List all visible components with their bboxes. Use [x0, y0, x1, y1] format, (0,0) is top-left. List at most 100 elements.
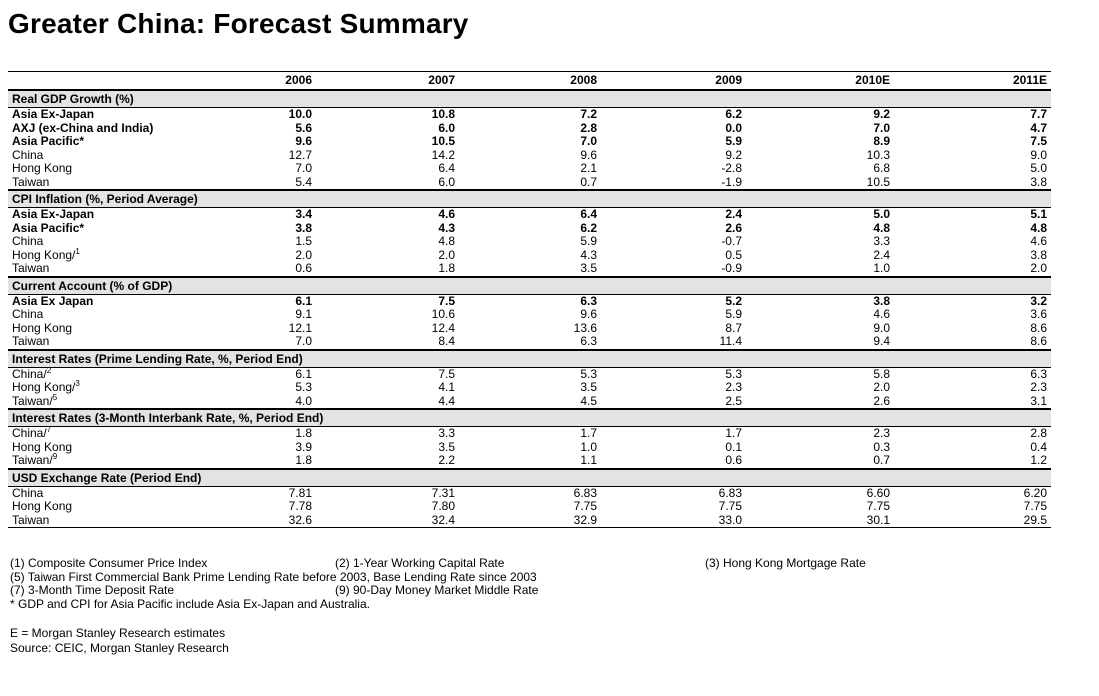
row-value: 12.4 [431, 320, 455, 335]
row-value: 30.1 [866, 512, 890, 527]
row-value: 3.5 [580, 380, 597, 394]
row-value: 7.80 [431, 499, 455, 513]
row-value: 10.6 [431, 307, 455, 321]
row-value: 2.0 [873, 380, 890, 394]
row-value: 2.0 [438, 247, 455, 262]
row-value: 32.9 [573, 512, 597, 527]
section-header: Current Account (% of GDP) [8, 275, 1051, 295]
table-row: Taiwan/9 1.8 2.2 1.1 0.6 0.7 1.2 [8, 453, 1051, 469]
row-value: 5.2 [725, 293, 742, 308]
row-value: 6.0 [438, 120, 455, 135]
row-label: Hong Kong [12, 320, 73, 335]
row-value: 6.2 [580, 220, 597, 235]
row-value: 3.8 [1030, 247, 1047, 262]
row-value: 7.75 [1023, 499, 1047, 513]
footnote: (1) Composite Consumer Price Index [10, 556, 208, 570]
row-value: 5.3 [295, 380, 312, 394]
row-value: 9.0 [873, 320, 890, 335]
row-value: 6.83 [573, 485, 597, 500]
table-row: China 12.7 14.2 9.6 9.2 10.3 9.0 [8, 147, 1051, 163]
row-value: 0.7 [873, 453, 890, 467]
row-value: 3.3 [873, 234, 890, 248]
row-value: 10.5 [431, 134, 455, 148]
row-value: 4.3 [580, 247, 597, 262]
table-row: Taiwan 5.4 6.0 0.7 -1.9 10.5 3.8 [8, 174, 1051, 191]
row-value: 2.3 [725, 380, 742, 394]
row-value: 3.8 [1030, 174, 1047, 189]
row-value: 8.7 [725, 320, 742, 335]
row-value: 3.2 [1030, 293, 1047, 308]
row-value: 4.4 [438, 393, 455, 408]
row-value: 2.6 [725, 220, 742, 235]
row-value: 7.81 [288, 485, 312, 500]
footnote-marker: 5 [52, 392, 58, 402]
row-value: 1.8 [295, 453, 312, 467]
row-label: Asia Pacific* [12, 134, 85, 148]
row-value: 5.0 [873, 207, 890, 221]
row-value: 7.7 [1030, 107, 1047, 121]
section-header-row: Current Account (% of GDP) [8, 275, 1051, 295]
section-header: USD Exchange Rate (Period End) [8, 467, 1051, 487]
row-value: 2.3 [1030, 380, 1047, 394]
row-value: 3.5 [438, 439, 455, 454]
row-value: 6.8 [873, 161, 890, 175]
row-label: Taiwan/5 [12, 392, 58, 408]
row-value: 4.8 [1030, 220, 1047, 235]
row-value: 0.3 [873, 439, 890, 454]
row-value: 10.5 [866, 174, 890, 189]
row-label: Hong Kong [12, 499, 73, 513]
row-value: 9.6 [580, 307, 597, 321]
row-value: 4.3 [438, 220, 455, 235]
row-value: 2.5 [725, 393, 742, 408]
year-column-header: 2011E [1012, 73, 1047, 87]
row-label: China [12, 234, 44, 248]
table-row: China 9.1 10.6 9.6 5.9 4.6 3.6 [8, 307, 1051, 322]
row-value: 9.2 [725, 147, 742, 162]
row-value: -0.7 [721, 234, 742, 248]
row-value: 7.75 [866, 499, 890, 513]
row-value: 4.6 [873, 307, 890, 321]
row-value: 1.1 [580, 453, 597, 467]
table-row: Asia Ex-Japan 10.0 10.8 7.2 6.2 9.2 7.7 [8, 107, 1051, 122]
row-value: 2.4 [725, 207, 742, 221]
row-value: 1.8 [295, 426, 312, 440]
row-value: 5.6 [295, 120, 312, 135]
row-value: 11.4 [719, 334, 742, 348]
row-value: 2.4 [873, 247, 890, 262]
row-value: 7.5 [1030, 134, 1047, 148]
section-header: Interest Rates (Prime Lending Rate, %, P… [8, 348, 1051, 368]
row-value: 1.0 [873, 261, 890, 275]
section-header: CPI Inflation (%, Period Average) [8, 189, 1051, 208]
row-value: 7.75 [718, 499, 742, 513]
row-value: 4.6 [438, 207, 455, 221]
row-label-header [8, 72, 198, 91]
row-value: 7.75 [573, 499, 597, 513]
row-value: 6.20 [1023, 485, 1047, 500]
row-value: 33.0 [718, 512, 742, 527]
footnotes-block: (1) Composite Consumer Price Index (2) 1-… [10, 556, 866, 611]
row-value: 1.7 [580, 426, 597, 440]
row-value: 10.0 [288, 107, 312, 121]
row-value: 5.3 [580, 366, 597, 381]
row-value: 32.6 [288, 512, 312, 527]
table-row: China 7.81 7.31 6.83 6.83 6.60 6.20 [8, 486, 1051, 500]
row-value: 5.4 [295, 174, 312, 189]
footnote-line: (7) 3-Month Time Deposit Rate (9) 90-Day … [10, 583, 866, 598]
row-value: 3.6 [1030, 307, 1047, 321]
row-value: 9.1 [295, 307, 312, 321]
row-label: Hong Kong/3 [12, 379, 80, 394]
footnote-line: (1) Composite Consumer Price Index (2) 1-… [10, 556, 866, 571]
row-value: 32.4 [431, 512, 455, 527]
row-value: 9.2 [873, 107, 890, 121]
footnote-marker: 7 [46, 425, 52, 434]
footnote: (7) 3-Month Time Deposit Rate [10, 583, 175, 597]
row-value: 0.4 [1030, 439, 1047, 454]
row-value: 4.7 [1030, 120, 1047, 135]
year-column-header: 2006 [285, 73, 312, 87]
row-value: 13.6 [573, 320, 597, 335]
row-label: Asia Pacific* [12, 220, 85, 235]
row-value: 3.1 [1030, 393, 1047, 408]
row-value: 9.6 [295, 134, 312, 148]
section-header-row: CPI Inflation (%, Period Average) [8, 189, 1051, 208]
row-value: 1.7 [725, 426, 742, 440]
